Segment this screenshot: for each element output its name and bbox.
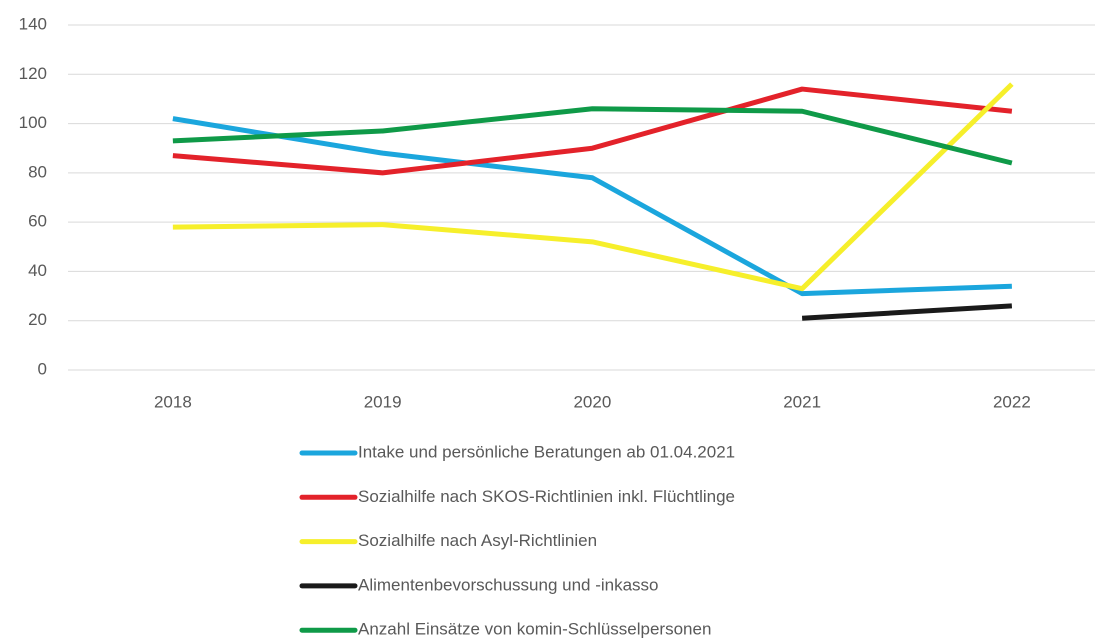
y-tick-label: 120 [19,64,47,83]
y-tick-label: 20 [28,310,47,329]
series-line [801,303,1013,321]
x-tick-label: 2022 [993,392,1031,411]
legend-label: Alimentenbevorschussung und -inkasso [358,575,659,594]
legend-label: Sozialhilfe nach Asyl-Richtlinien [358,531,597,550]
legend-label: Intake und persönliche Beratungen ab 01.… [358,442,735,461]
series-line [172,82,1014,292]
y-tick-label: 0 [38,359,47,378]
legend-label: Sozialhilfe nach SKOS-Richtlinien inkl. … [358,487,735,506]
y-tick-label: 100 [19,113,47,132]
legend-label: Anzahl Einsätze von komin-Schlüsselperso… [358,620,711,639]
x-tick-label: 2018 [154,392,192,411]
y-tick-label: 60 [28,212,47,231]
x-tick-label: 2021 [783,392,821,411]
y-tick-label: 140 [19,14,47,33]
series-line [172,116,1012,297]
y-tick-label: 80 [28,162,47,181]
x-tick-label: 2019 [364,392,402,411]
series-line [172,106,1013,166]
y-tick-label: 40 [28,261,47,280]
x-tick-label: 2020 [573,392,611,411]
series-line [172,86,1013,176]
